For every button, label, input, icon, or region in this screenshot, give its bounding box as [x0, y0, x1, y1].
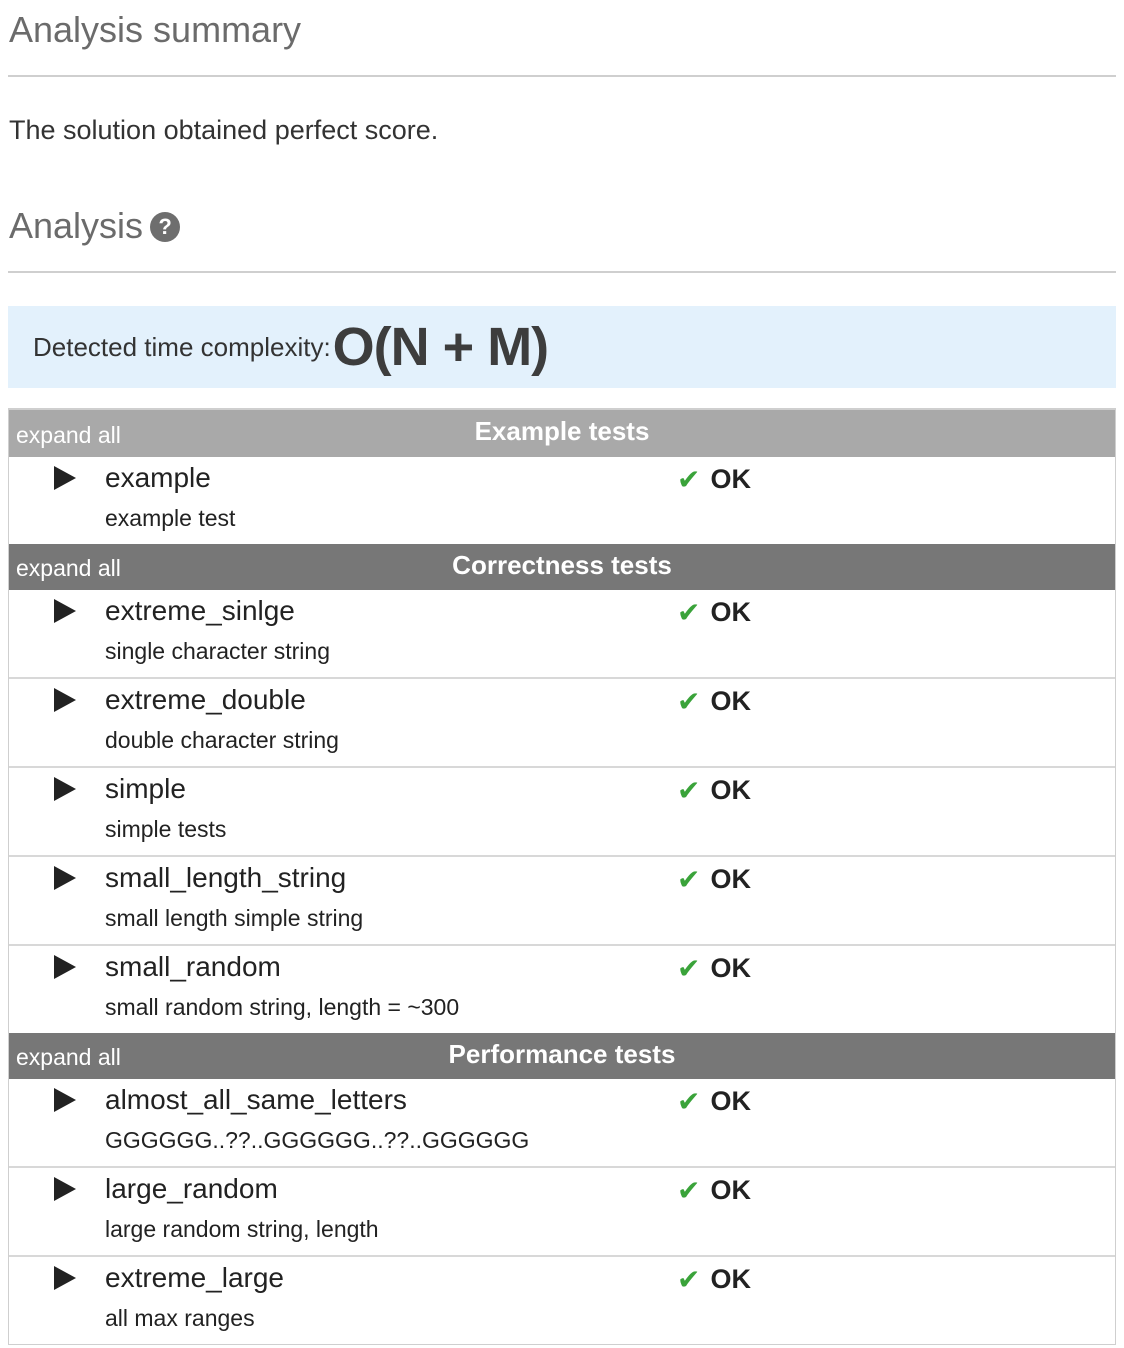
tests-table: expand all Example tests example example… [8, 408, 1116, 1345]
test-result: ✔ OK [677, 463, 751, 496]
check-icon: ✔ [677, 686, 701, 717]
result-label: OK [710, 686, 751, 716]
test-name: extreme_large [105, 1262, 284, 1293]
time-complexity-box: Detected time complexity: O(N + M) [8, 306, 1116, 388]
check-icon: ✔ [677, 1086, 701, 1117]
analysis-heading-label: Analysis [9, 205, 144, 246]
check-icon: ✔ [677, 775, 701, 806]
expand-all-link[interactable]: expand all [16, 555, 121, 581]
group-title: Example tests [474, 416, 650, 446]
test-row[interactable]: almost_all_same_letters GGGGGG..??..GGGG… [9, 1079, 1115, 1168]
group-header-correctness-tests: expand all Correctness tests [9, 544, 1115, 590]
expand-arrow-icon[interactable] [54, 955, 76, 979]
analysis-summary-heading: Analysis summary [9, 9, 302, 50]
check-icon: ✔ [677, 953, 701, 984]
test-name: extreme_double [105, 684, 306, 715]
time-complexity-label: Detected time complexity: [33, 331, 331, 362]
summary-text: The solution obtained perfect score. [9, 115, 439, 145]
test-result: ✔ OK [677, 1263, 751, 1296]
result-label: OK [710, 864, 751, 894]
divider [8, 75, 1116, 77]
result-label: OK [710, 775, 751, 805]
test-row[interactable]: extreme_sinlge single character string ✔… [9, 590, 1115, 679]
divider [8, 271, 1116, 273]
test-result: ✔ OK [677, 685, 751, 718]
check-icon: ✔ [677, 864, 701, 895]
test-row[interactable]: example example test ✔ OK [9, 457, 1115, 544]
test-row[interactable]: simple simple tests ✔ OK [9, 768, 1115, 857]
test-name: small_random [105, 951, 281, 982]
test-row[interactable]: small_random small random string, length… [9, 946, 1115, 1033]
expand-arrow-icon[interactable] [54, 1177, 76, 1201]
test-name: simple [105, 773, 186, 804]
test-description: GGGGGG..??..GGGGGG..??..GGGGGG [105, 1127, 530, 1153]
check-icon: ✔ [677, 1175, 701, 1206]
test-row[interactable]: extreme_double double character string ✔… [9, 679, 1115, 768]
expand-all-link[interactable]: expand all [16, 422, 121, 448]
test-result: ✔ OK [677, 774, 751, 807]
expand-arrow-icon[interactable] [54, 688, 76, 712]
test-result: ✔ OK [677, 952, 751, 985]
result-label: OK [710, 953, 751, 983]
expand-arrow-icon[interactable] [54, 599, 76, 623]
help-icon[interactable]: ? [150, 212, 181, 242]
result-label: OK [710, 597, 751, 627]
test-result: ✔ OK [677, 1085, 751, 1118]
expand-arrow-icon[interactable] [54, 777, 76, 801]
test-description: example test [105, 505, 236, 531]
expand-arrow-icon[interactable] [54, 1266, 76, 1290]
test-result: ✔ OK [677, 1174, 751, 1207]
test-description: small length simple string [105, 905, 364, 931]
group-header-example-tests: expand all Example tests [9, 410, 1115, 457]
test-description: double character string [105, 727, 339, 753]
check-icon: ✔ [677, 464, 701, 495]
test-name: almost_all_same_letters [105, 1084, 407, 1115]
time-complexity-value: O(N + M) [332, 317, 549, 377]
check-icon: ✔ [677, 1264, 701, 1295]
test-description: large random string, length [105, 1216, 379, 1242]
test-row[interactable]: small_length_string small length simple … [9, 857, 1115, 946]
test-name: small_length_string [105, 862, 347, 893]
test-result: ✔ OK [677, 863, 751, 896]
result-label: OK [710, 1175, 751, 1205]
test-name: extreme_sinlge [105, 595, 295, 626]
result-label: OK [710, 464, 751, 494]
group-header-performance-tests: expand all Performance tests [9, 1033, 1115, 1079]
test-row[interactable]: extreme_large all max ranges ✔ OK [9, 1257, 1115, 1344]
result-label: OK [710, 1264, 751, 1294]
test-description: simple tests [105, 816, 227, 842]
group-title: Correctness tests [452, 550, 672, 580]
test-description: small random string, length = ~300 [105, 994, 460, 1020]
group-title: Performance tests [448, 1039, 676, 1069]
analysis-heading: Analysis ? [9, 204, 181, 248]
test-description: single character string [105, 638, 330, 664]
test-result: ✔ OK [677, 596, 751, 629]
test-name: large_random [105, 1173, 278, 1204]
test-description: all max ranges [105, 1305, 255, 1331]
expand-arrow-icon[interactable] [54, 866, 76, 890]
result-label: OK [710, 1086, 751, 1116]
expand-all-link[interactable]: expand all [16, 1044, 121, 1070]
test-name: example [105, 462, 211, 493]
expand-arrow-icon[interactable] [54, 1088, 76, 1112]
expand-arrow-icon[interactable] [54, 466, 76, 490]
test-row[interactable]: large_random large random string, length… [9, 1168, 1115, 1257]
check-icon: ✔ [677, 597, 701, 628]
